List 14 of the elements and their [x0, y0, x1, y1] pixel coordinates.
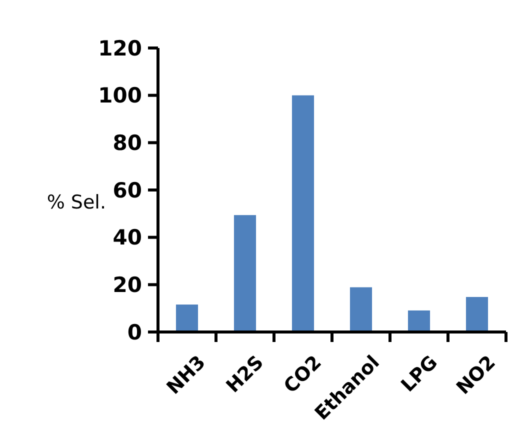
y-tick-label: 120 — [98, 36, 142, 60]
bar — [292, 95, 314, 332]
bar — [234, 215, 256, 332]
y-tick-label: 0 — [127, 320, 142, 344]
bar — [408, 310, 430, 332]
bar — [176, 304, 198, 332]
y-tick-label: 100 — [98, 84, 142, 108]
y-tick-label: 80 — [112, 131, 142, 156]
bar — [350, 287, 372, 332]
y-tick-label: 20 — [112, 273, 142, 298]
bar — [466, 296, 488, 332]
y-axis-title: % Sel. — [46, 192, 106, 214]
y-tick-label: 40 — [112, 226, 142, 250]
y-tick-label: 60 — [112, 178, 142, 202]
